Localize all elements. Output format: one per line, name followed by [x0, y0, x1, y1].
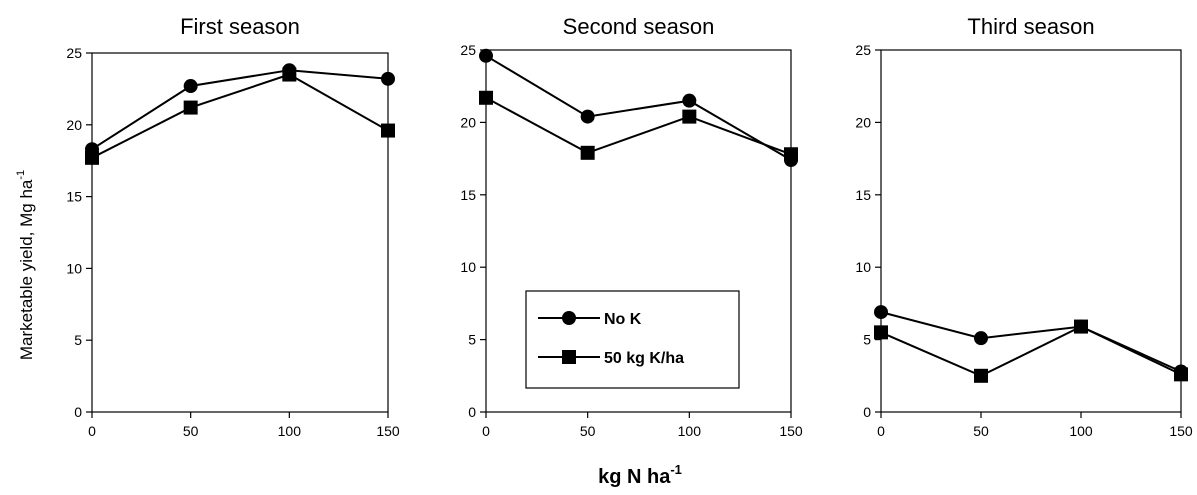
x-tick-label: 0 [88, 423, 96, 439]
x-tick-label: 150 [376, 423, 400, 439]
y-tick-label: 15 [460, 187, 476, 203]
x-axis-label: kg N ha-1 [598, 462, 682, 488]
legend-marker-circle [562, 311, 576, 325]
series-line-no-k [91, 69, 389, 151]
data-point-no-k [381, 71, 395, 86]
y-tick-label: 20 [855, 114, 871, 130]
legend: No K 50 kg K/ha [525, 290, 740, 389]
data-point-50-kg-k-ha [1074, 319, 1088, 334]
data-point-50-kg-k-ha [874, 325, 888, 340]
series-line-no-k [880, 311, 1182, 373]
y-tick-label: 10 [460, 259, 476, 275]
x-axis-label-superscript: -1 [670, 462, 682, 477]
data-point-50-kg-k-ha [183, 100, 198, 115]
x-tick-label: 150 [779, 423, 803, 439]
x-tick-label: 100 [678, 423, 702, 439]
y-tick-label: 25 [855, 42, 871, 58]
data-point-no-k [479, 48, 493, 63]
series-line-50-kg-k-ha [880, 325, 1182, 377]
data-point-no-k [183, 79, 198, 94]
data-point-50-kg-k-ha [682, 109, 697, 124]
y-tick-label: 0 [863, 404, 871, 420]
y-tick-label: 10 [66, 260, 82, 276]
y-tick-label: 25 [66, 45, 82, 61]
y-tick-label: 15 [855, 187, 871, 203]
x-tick-label: 0 [877, 423, 885, 439]
plot-frame [485, 49, 792, 413]
y-tick-label: 0 [468, 404, 476, 420]
data-point-no-k [580, 109, 595, 124]
y-tick-label: 0 [74, 404, 82, 420]
y-tick-label: 20 [460, 114, 476, 130]
legend-label-no-k: No K [604, 311, 642, 328]
data-point-50-kg-k-ha [85, 150, 99, 165]
legend-label-50-kg-k: 50 kg K/ha [604, 350, 684, 367]
data-point-50-kg-k-ha [282, 67, 297, 82]
y-tick-label: 10 [855, 259, 871, 275]
plot-frame [880, 49, 1182, 413]
panel-title: Second season [563, 14, 715, 39]
y-axis-label-superscript: -1 [15, 170, 27, 180]
x-tick-label: 50 [183, 423, 199, 439]
data-point-no-k [974, 331, 988, 346]
data-point-50-kg-k-ha [1174, 367, 1188, 382]
data-point-50-kg-k-ha [580, 145, 595, 160]
series-line-no-k [485, 54, 792, 161]
svg-text:Marketable yield, Mg ha-1: Marketable yield, Mg ha-1 [15, 170, 36, 360]
data-point-no-k [874, 305, 888, 320]
y-axis-label: Marketable yield, Mg ha-1 [15, 170, 36, 360]
panel-title: First season [180, 14, 300, 39]
chart-panel-1: First season 0 5 10 15 20 25 0 50 100 150 [66, 14, 399, 439]
chart-panel-3: Third season 0 5 10 15 20 25 0 50 100 150 [855, 14, 1192, 439]
x-axis-label-text: kg N ha [598, 466, 671, 488]
data-point-no-k [682, 93, 697, 108]
y-tick-label: 20 [66, 117, 82, 133]
y-axis-label-text: Marketable yield, Mg ha [17, 179, 36, 360]
y-tick-label: 5 [468, 332, 476, 348]
x-tick-label: 50 [973, 423, 989, 439]
x-tick-label: 100 [1069, 423, 1093, 439]
data-point-50-kg-k-ha [381, 123, 395, 138]
y-tick-label: 5 [74, 332, 82, 348]
legend-marker-square [562, 350, 576, 364]
plot-frame [91, 52, 389, 413]
chart-panel-2: Second season 0 5 10 15 20 25 0 50 100 150 [460, 14, 802, 439]
x-tick-label: 150 [1169, 423, 1193, 439]
x-tick-label: 0 [482, 423, 490, 439]
series-line-50-kg-k-ha [91, 73, 389, 159]
data-point-50-kg-k-ha [784, 147, 798, 162]
x-tick-label: 50 [580, 423, 596, 439]
y-tick-label: 5 [863, 332, 871, 348]
series-line-50-kg-k-ha [485, 96, 792, 156]
legend-box [525, 290, 740, 389]
x-tick-label: 100 [278, 423, 302, 439]
y-tick-label: 25 [460, 42, 476, 58]
data-point-50-kg-k-ha [479, 90, 493, 105]
y-tick-label: 15 [66, 189, 82, 205]
panel-title: Third season [967, 14, 1094, 39]
data-point-50-kg-k-ha [974, 368, 988, 383]
